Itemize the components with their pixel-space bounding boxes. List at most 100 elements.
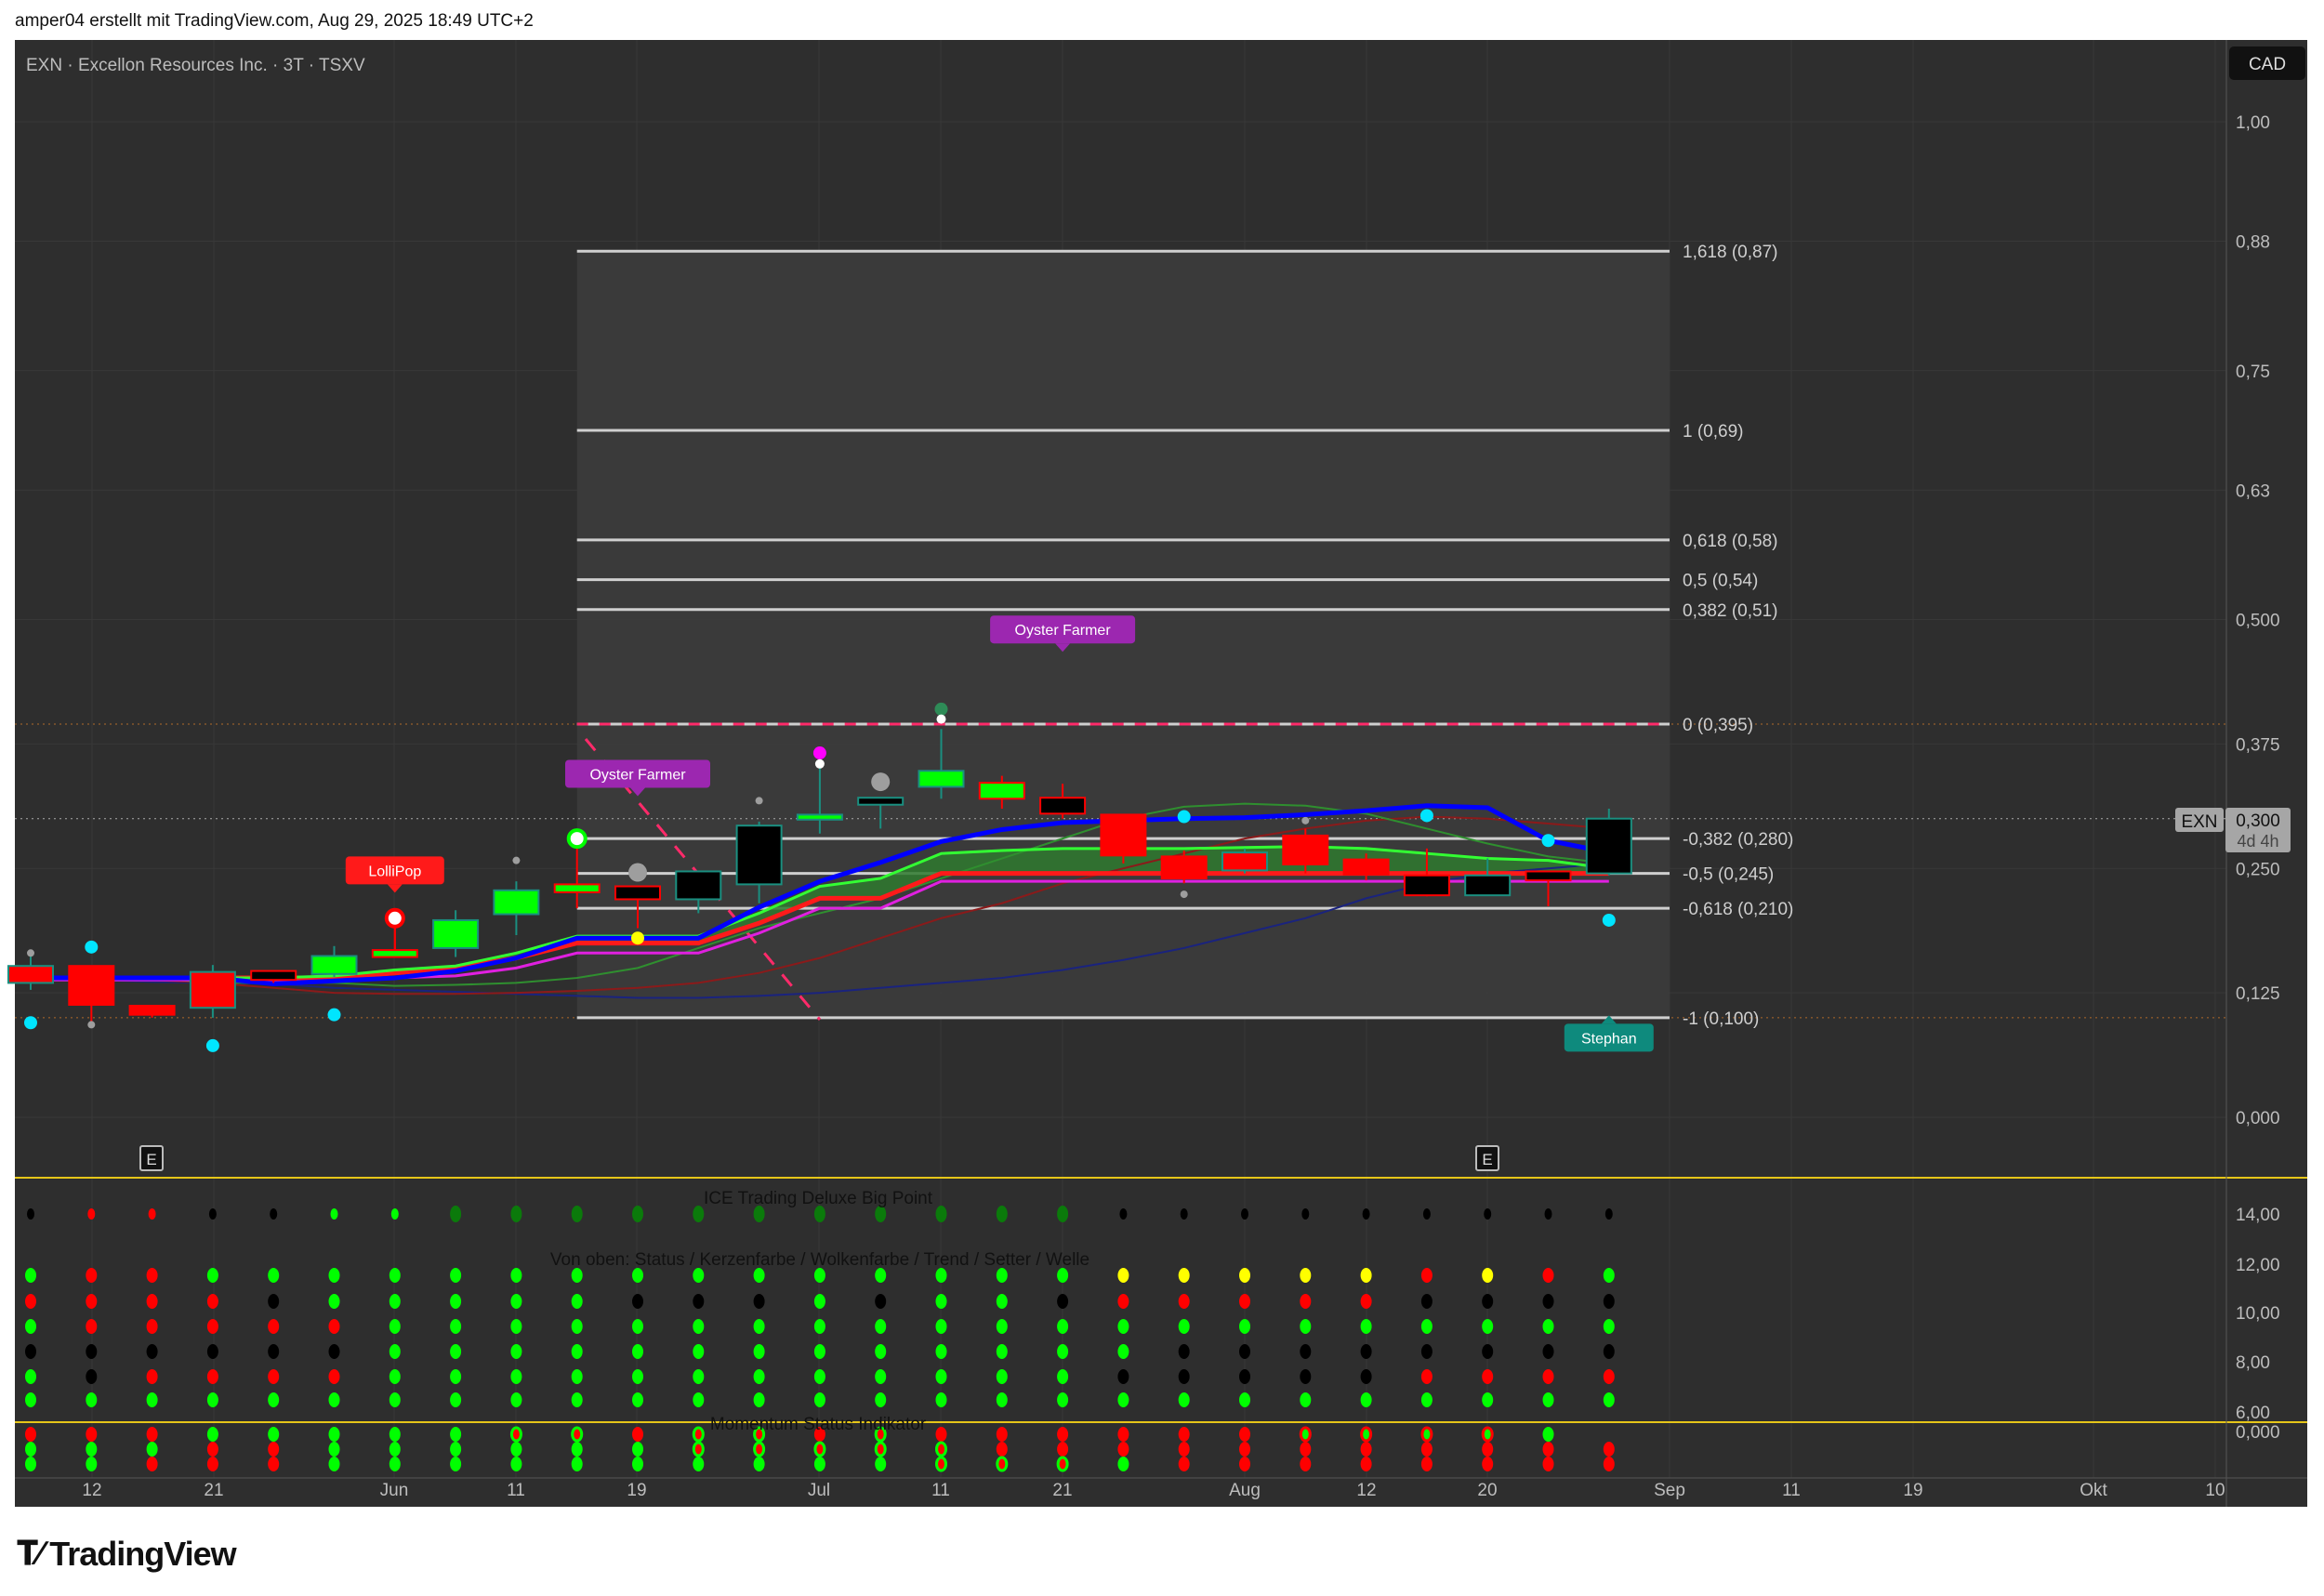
green-ring-signal-icon (566, 828, 588, 850)
cyan-dot-icon (24, 1016, 37, 1030)
momentum-title: Momentum Status Indikator (710, 1415, 927, 1434)
momentum-dot (935, 1441, 947, 1458)
status-dot (389, 1369, 401, 1384)
fib-level-label: 1 (0,69) (1683, 422, 1743, 442)
candle-body (918, 770, 965, 788)
currency-label: CAD (2249, 55, 2286, 74)
magenta-dot-icon (812, 746, 826, 760)
status-dot (1420, 1319, 1433, 1334)
status-dot (753, 1294, 765, 1309)
status-dot (1239, 1268, 1250, 1283)
candle-body (553, 883, 601, 893)
price-axis-label: 0,88 (2236, 233, 2270, 253)
status-dot (450, 1344, 462, 1359)
status-dot (450, 1294, 462, 1309)
status-dot (1360, 1319, 1372, 1334)
status-dot (206, 1369, 218, 1384)
status-dot (1117, 1294, 1129, 1309)
status-dot (86, 1392, 98, 1407)
earnings-marker[interactable]: E (1475, 1145, 1499, 1171)
cyan-dot-icon (1602, 913, 1616, 927)
cyan-dot-icon (1541, 834, 1555, 848)
status-dot (268, 1369, 280, 1384)
big-point-dot (390, 1208, 399, 1220)
time-axis-label: 10 (2205, 1481, 2225, 1500)
candle-body (675, 870, 722, 901)
momentum-dot (1603, 1457, 1615, 1471)
status-dot (632, 1268, 643, 1283)
status-dot (146, 1319, 158, 1334)
big-point-dot (1544, 1208, 1552, 1220)
status-dot (875, 1344, 887, 1359)
fib-level-label: 0,382 (0,51) (1683, 601, 1777, 621)
status-dot (510, 1294, 522, 1309)
earnings-marker[interactable]: E (139, 1145, 164, 1171)
time-axis-label: Jul (808, 1481, 830, 1500)
status-dot (389, 1392, 401, 1407)
status-dot (450, 1369, 462, 1384)
big-point-dot (1180, 1208, 1188, 1220)
momentum-dot (86, 1457, 98, 1471)
time-axis-label: 11 (507, 1481, 525, 1500)
time-axis-label: 19 (627, 1481, 646, 1500)
status-dot (1360, 1369, 1372, 1384)
status-dot (86, 1294, 98, 1309)
status-dot (1542, 1344, 1554, 1359)
status-dot (146, 1294, 158, 1309)
status-dot (1420, 1369, 1433, 1384)
signal-markers (24, 702, 1616, 1052)
big-point-dot (270, 1208, 278, 1220)
status-dot (1482, 1369, 1494, 1384)
momentum-dot (146, 1457, 158, 1471)
indicator-panels (15, 1177, 2307, 1472)
dark-green-dot-icon (934, 702, 948, 716)
status-dot (1603, 1369, 1615, 1384)
status-dot (1482, 1344, 1494, 1359)
cloud-fill (31, 846, 1609, 979)
candle-body (978, 782, 1025, 800)
fib-level-label: 0 (0,395) (1683, 716, 1753, 735)
time-axis-label: Sep (1654, 1481, 1685, 1500)
status-dot (1239, 1319, 1250, 1334)
logo-text: TradingView (49, 1534, 236, 1573)
status-dot (1360, 1268, 1372, 1283)
momentum-dot (571, 1457, 583, 1471)
status-dot (1178, 1369, 1190, 1384)
status-dot (571, 1294, 583, 1309)
status-dot (25, 1369, 36, 1384)
fib-level-label: -0,382 (0,280) (1683, 830, 1793, 850)
status-dot (875, 1294, 887, 1309)
status-dot (389, 1344, 401, 1359)
momentum-dot (1056, 1456, 1069, 1472)
badge-symbol: EXN (2181, 812, 2217, 832)
status-dot (813, 1392, 825, 1407)
momentum-dot (935, 1456, 947, 1472)
lower-axis-label: 14,00 (2236, 1206, 2280, 1225)
tradingview-logo[interactable]: 𝐓∕ TradingView (17, 1534, 237, 1574)
status-dot (693, 1369, 705, 1384)
candle-body (735, 824, 783, 886)
signal-label-text: Stephan (1581, 1031, 1637, 1047)
status-dot (510, 1392, 522, 1407)
status-dot (1603, 1268, 1615, 1283)
lower-axis-label: 6,00 (2236, 1404, 2270, 1423)
status-dot (206, 1319, 218, 1334)
momentum-dot (1542, 1457, 1554, 1471)
momentum-dot (935, 1427, 947, 1442)
time-axis-label: 19 (1903, 1481, 1922, 1500)
big-point-dot (996, 1206, 1008, 1222)
status-dot (25, 1294, 36, 1309)
status-dot (328, 1369, 340, 1384)
big-point-dot (1057, 1206, 1069, 1222)
status-dot (1057, 1319, 1069, 1334)
momentum-dot (996, 1427, 1008, 1442)
signal-label-pointer (630, 787, 645, 797)
status-dot (1239, 1294, 1250, 1309)
currency-button[interactable]: CAD (2229, 46, 2305, 80)
white-dot-icon (936, 714, 946, 724)
status-dot (632, 1294, 643, 1309)
status-dot (1482, 1268, 1494, 1283)
status-dot (328, 1294, 340, 1309)
status-dot (1542, 1392, 1554, 1407)
